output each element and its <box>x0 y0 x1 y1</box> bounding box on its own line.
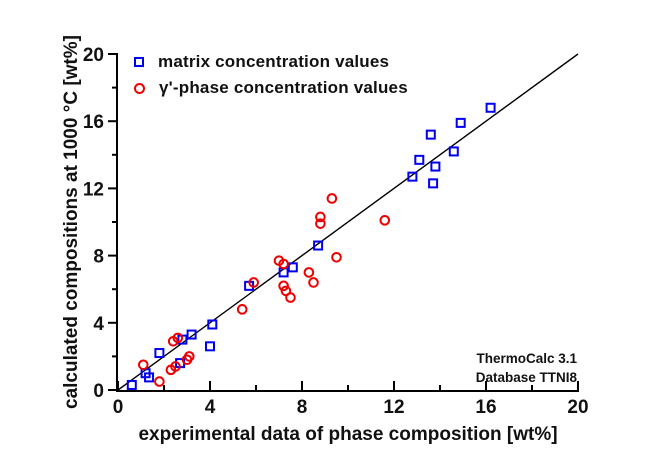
x-tick-label: 12 <box>383 397 404 418</box>
data-point-gamma-phase <box>154 376 165 387</box>
data-point-gamma-phase <box>326 193 338 204</box>
y-tick-label: 12 <box>83 179 104 200</box>
data-point-matrix <box>425 129 436 140</box>
data-point-matrix <box>407 171 418 182</box>
data-point-gamma-phase <box>278 280 289 292</box>
annotation-block: ThermoCalc 3.1 Database TTNI8 <box>476 349 577 387</box>
annotation-thermocalc: ThermoCalc 3.1 <box>476 351 577 366</box>
data-point-matrix <box>287 262 298 273</box>
data-point-matrix <box>485 102 496 113</box>
data-point-gamma-phase <box>303 267 315 278</box>
y-tick-label: 8 <box>93 247 104 268</box>
data-point-gamma-phase <box>170 361 181 372</box>
legend-label-gamma-phase: γ'-phase concentration values <box>159 78 408 97</box>
legend: matrix concentration values γ'-phase con… <box>134 49 408 101</box>
data-point-gamma-phase <box>308 277 319 288</box>
data-point-matrix <box>186 329 197 340</box>
data-point-gamma-phase <box>285 292 296 303</box>
data-point-gamma-phase <box>379 215 391 226</box>
x-tick-label: 8 <box>297 397 308 418</box>
x-tick-label: 4 <box>205 397 216 418</box>
data-point-gamma-phase <box>138 359 149 371</box>
data-point-gamma-phase <box>236 304 248 315</box>
x-tick-label: 16 <box>475 397 496 418</box>
data-point-matrix <box>154 348 165 359</box>
data-point-matrix <box>126 379 137 390</box>
x-tick-label: 20 <box>567 397 588 418</box>
data-point-matrix <box>205 341 215 352</box>
x-tick-label: 0 <box>113 397 124 418</box>
data-point-matrix <box>448 146 459 157</box>
y-tick-label: 20 <box>83 45 104 66</box>
gamma-phase-marker-icon <box>134 82 145 94</box>
y-tick-label: 4 <box>93 314 104 335</box>
data-point-matrix <box>430 161 441 172</box>
data-point-gamma-phase <box>184 351 195 362</box>
y-axis-title: calculated compositions at 1000 °C [wt%] <box>61 35 82 409</box>
data-point-matrix <box>207 319 218 330</box>
data-point-gamma-phase <box>331 251 342 263</box>
legend-item-gamma-phase: γ'-phase concentration values <box>134 75 408 101</box>
legend-label-matrix: matrix concentration values <box>158 52 390 71</box>
data-point-matrix <box>428 178 439 189</box>
data-point-matrix <box>144 372 155 383</box>
matrix-marker-icon <box>134 57 144 67</box>
data-point-gamma-phase <box>172 332 184 344</box>
data-point-gamma-phase <box>278 258 289 270</box>
x-axis-title: experimental data of phase composition [… <box>138 424 558 445</box>
data-point-gamma-phase <box>315 218 326 229</box>
annotation-database: Database TTNI8 <box>475 370 577 385</box>
data-point-gamma-phase <box>248 277 259 288</box>
data-point-matrix <box>313 240 324 251</box>
y-tick-label: 0 <box>93 381 104 402</box>
y-tick-label: 16 <box>83 112 104 133</box>
data-point-matrix <box>455 117 466 128</box>
legend-item-matrix: matrix concentration values <box>134 49 408 75</box>
data-point-matrix <box>414 154 425 165</box>
data-point-gamma-phase <box>315 211 326 223</box>
